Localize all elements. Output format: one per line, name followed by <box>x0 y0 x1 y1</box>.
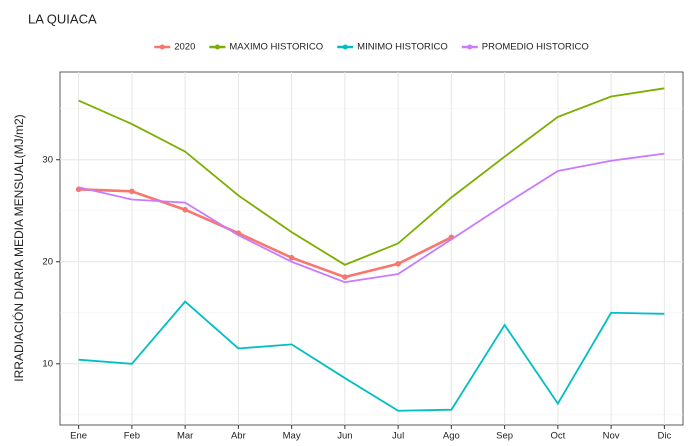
legend-item: 2020 <box>154 42 195 53</box>
legend-label: 2020 <box>174 42 195 53</box>
y-tick-label: 20 <box>42 256 53 267</box>
point <box>182 206 188 213</box>
legend: 2020 MAXIMO HISTORICO MINIMO HISTORICO PROM… <box>154 42 589 53</box>
x-tick-label: Abr <box>231 431 246 441</box>
legend-label: PROMEDIO HISTORICO <box>482 42 589 53</box>
plot-border <box>59 71 684 426</box>
y-tick-label: 30 <box>42 154 53 165</box>
x-tick-label: Jun <box>337 431 352 441</box>
x-tick-label: Nov <box>603 431 620 441</box>
point <box>288 254 295 261</box>
legend-item: PROMEDIO HISTORICO <box>461 42 589 53</box>
legend-item: MINIMO HISTORICO <box>337 42 448 53</box>
series-line <box>78 188 452 279</box>
legend-swatch-point <box>467 44 473 50</box>
x-tick-label: Oct <box>550 431 565 441</box>
x-tick-label: May <box>283 431 301 441</box>
y-tick-label: 10 <box>42 358 53 369</box>
chart-title: LA QUIACA <box>28 11 97 26</box>
y-axis-label: IRRADIACIÓN DIARIA MEDIA MENSUAL(MJ/m2) <box>11 114 26 381</box>
point <box>395 261 401 267</box>
x-tick-label: Jul <box>392 431 404 441</box>
x-tick-label: Ago <box>443 431 460 441</box>
x-tick-label: Dic <box>657 431 671 441</box>
legend-label: MINIMO HISTORICO <box>357 42 448 53</box>
x-tick-label: Sep <box>496 431 513 441</box>
legend-label: MAXIMO HISTORICO <box>229 42 323 53</box>
point <box>342 274 348 280</box>
series-line <box>78 152 665 284</box>
legend-item: MAXIMO HISTORICO <box>209 42 323 53</box>
legend-swatch-point <box>342 44 348 50</box>
point <box>129 188 135 195</box>
x-tick-label: Mar <box>177 431 193 441</box>
legend-swatch-point <box>214 44 220 50</box>
series-line <box>78 87 665 266</box>
x-tick-label: Ene <box>70 431 87 441</box>
series-line <box>78 300 665 412</box>
legend-swatch-point <box>159 44 165 50</box>
x-tick-label: Feb <box>124 431 140 441</box>
